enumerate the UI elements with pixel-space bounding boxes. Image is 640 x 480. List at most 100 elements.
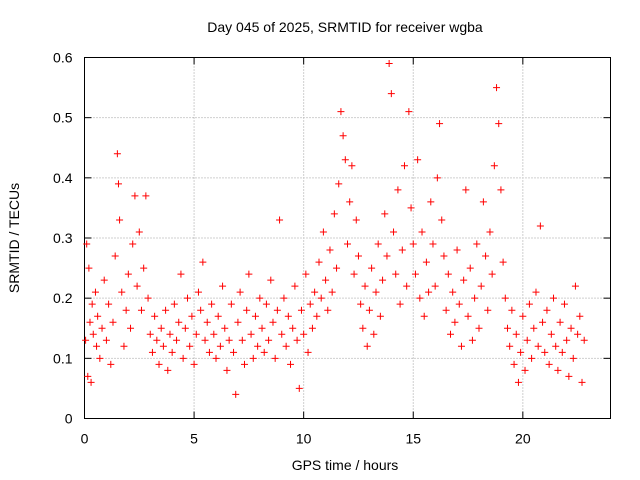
data-point [361,282,369,290]
data-point [308,324,316,332]
data-point [227,300,235,308]
data-point [464,312,472,320]
data-point [113,150,121,158]
data-point [135,228,143,236]
data-point [558,348,566,356]
data-point [383,252,391,260]
data-point [140,264,148,272]
x-tick-label: 20 [515,431,531,447]
data-point [319,228,327,236]
data-point [251,312,259,320]
data-point [223,366,231,374]
data-point [523,336,531,344]
data-point [236,288,244,296]
data-point [131,192,139,200]
data-point [234,318,242,326]
data-point [118,288,126,296]
data-point [376,312,384,320]
data-point [394,186,402,194]
y-axis-title: SRMTID / TECUs [6,183,22,293]
data-point [221,324,229,332]
data-point [295,384,303,392]
data-point [168,348,176,356]
y-tick-label: 0.2 [53,290,73,306]
data-point [567,324,575,332]
data-point [455,300,463,308]
data-point [256,294,264,302]
data-point [475,324,483,332]
data-point [212,354,220,362]
data-point [405,108,413,116]
data-point [473,240,481,248]
data-point [232,390,240,398]
data-point [490,162,498,170]
data-point [238,336,246,344]
data-point [280,294,288,302]
data-point [368,264,376,272]
y-tick-label: 0.4 [53,170,73,186]
grid [84,57,611,419]
data-point [517,348,525,356]
data-point [105,300,113,308]
data-point [348,162,356,170]
data-point [486,228,494,236]
data-point [400,162,408,170]
data-point [409,240,417,248]
data-point [245,270,253,278]
data-point [96,354,104,362]
data-point [571,282,579,290]
data-point [82,336,90,344]
y-tick-label: 0.3 [53,230,73,246]
data-point [565,372,573,380]
data-point [447,330,455,338]
data-point [208,300,216,308]
data-point [120,342,128,350]
data-point [225,336,233,344]
data-point [346,198,354,206]
data-point [539,318,547,326]
data-point [293,336,301,344]
data-point [278,330,286,338]
data-point [536,222,544,230]
data-point [466,264,474,272]
data-point [422,258,430,266]
data-point [247,330,255,338]
data-point [186,342,194,350]
data-point [512,330,520,338]
data-point [506,342,514,350]
data-point [398,246,406,254]
chart-title: Day 045 of 2025, SRMTID for receiver wgb… [207,19,483,35]
data-point [390,228,398,236]
data-point [254,342,262,350]
data-point [188,312,196,320]
data-point [352,216,360,224]
data-point [414,156,422,164]
data-point [230,348,238,356]
data-point [372,288,380,296]
data-point [98,324,106,332]
data-point [89,330,97,338]
data-point [339,132,347,140]
data-point [214,312,222,320]
data-point [287,360,295,368]
data-point [144,294,152,302]
data-point [159,342,167,350]
data-point [495,120,503,128]
data-point [396,300,404,308]
data-point [148,348,156,356]
data-point [521,366,529,374]
data-point [155,360,163,368]
data-point [291,282,299,290]
data-point [341,156,349,164]
data-point [328,288,336,296]
data-point [468,336,476,344]
data-point [357,300,365,308]
data-point [326,246,334,254]
data-point [199,258,207,266]
data-point [578,378,586,386]
data-point [374,240,382,248]
data-point [442,306,450,314]
data-point [354,252,362,260]
x-axis-title: GPS time / hours [292,457,399,473]
data-point [91,288,99,296]
